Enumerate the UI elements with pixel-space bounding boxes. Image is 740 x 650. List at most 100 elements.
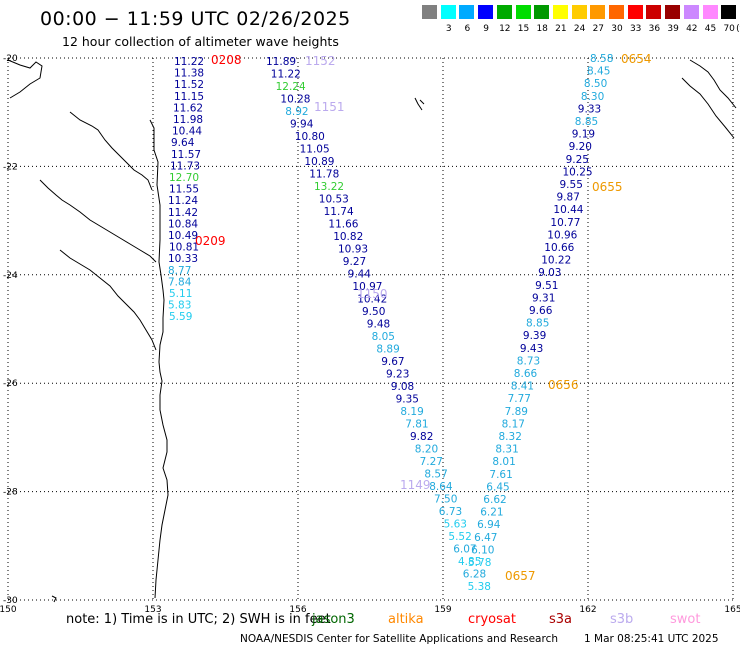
wave-height-value: 8.31: [495, 444, 518, 456]
wave-height-value: 13.22: [314, 181, 344, 193]
wave-height-value: 6.28: [463, 569, 486, 581]
pass-time-label: 0654: [621, 52, 652, 66]
wave-height-value: 9.67: [381, 356, 404, 368]
wave-height-value: 11.55: [169, 184, 199, 196]
lat-tick-label: -30: [3, 596, 18, 606]
lon-tick-label: 156: [289, 605, 306, 615]
legend-swatch: [571, 5, 587, 19]
wave-height-value: 10.33: [168, 253, 198, 265]
legend-swatch: [721, 5, 737, 19]
wave-height-value: 10.77: [550, 217, 580, 229]
legend-label: 9: [483, 24, 489, 34]
wave-height-value: 11.78: [309, 169, 339, 181]
wave-height-value: 10.96: [547, 229, 577, 241]
wave-height-value: 6.10: [471, 544, 494, 556]
wave-height-value: 5.11: [169, 288, 192, 300]
wave-height-value: 9.55: [560, 179, 583, 191]
wave-height-value: 8.45: [587, 66, 610, 78]
pass-time-label: 0657: [505, 569, 536, 583]
island-a: [414, 97, 423, 111]
wave-height-value: 9.66: [529, 305, 553, 317]
wave-height-value: 8.89: [376, 344, 399, 356]
wave-height-value: 9.94: [290, 119, 314, 131]
legend-swatch: [646, 5, 662, 19]
wave-height-value: 9.20: [569, 141, 592, 153]
wave-height-value: 8.66: [514, 368, 538, 380]
legend-label: 21: [555, 24, 567, 34]
wave-height-value: 8.17: [502, 418, 525, 430]
wave-height-value: 10.44: [172, 126, 202, 138]
axis-tick-labels: 150 153 156 159 162 165 -20 -22 -24 -26 -28 -30: [0, 54, 740, 615]
legend-swatch: [515, 5, 531, 19]
wave-height-value: 8.50: [584, 78, 607, 90]
queensland-coast-lower: [59, 249, 157, 351]
wave-height-value: 9.25: [566, 154, 589, 166]
wave-height-value: 7.50: [434, 494, 457, 506]
wave-height-value: 11.66: [328, 219, 358, 231]
wave-height-value: 9.33: [578, 103, 601, 115]
wave-height-value: 12.24: [276, 81, 306, 93]
wave-height-value: 11.62: [173, 102, 203, 114]
legend-swatch: [440, 5, 456, 19]
wave-height-value: 11.98: [173, 114, 203, 126]
lat-tick-label: -24: [3, 271, 18, 281]
wave-height-value: 9.43: [520, 343, 543, 355]
wave-height-value: 9.03: [538, 267, 561, 279]
satellite-jason3: jason3: [312, 612, 355, 627]
satellite-swot: swot: [670, 612, 701, 627]
wave-height-value: 8.57: [424, 469, 447, 481]
legend-swatch: [665, 5, 681, 19]
wave-height-value: 10.81: [169, 242, 199, 254]
wave-height-value: 7.81: [405, 419, 428, 431]
generated-timestamp: 1 Mar 08:25:41 UTC 2025: [584, 633, 719, 645]
queensland-coast-mid: [39, 179, 157, 263]
wave-height-value: 8.73: [517, 355, 540, 367]
wave-height-value: 10.22: [541, 255, 571, 267]
wave-height-value: 9.87: [557, 192, 580, 204]
wave-height-value: 9.35: [396, 394, 419, 406]
legend-swatch: [590, 5, 606, 19]
wave-height-value: 9.82: [410, 431, 433, 443]
wave-height-value: 8.32: [499, 431, 522, 443]
pass-time-label: 1152: [305, 54, 336, 68]
wave-height-value: 7.77: [508, 393, 531, 405]
wave-height-value: 6.45: [486, 481, 509, 493]
pass-time-label: 0656: [548, 378, 579, 392]
pass-time-labels: 0208 0209 1152 1151 1150 1149 0654 0655 0656 0657: [195, 52, 652, 583]
wave-height-value: 5.52: [448, 531, 471, 543]
lat-tick-label: -26: [3, 379, 18, 389]
wave-height-value: 10.53: [319, 194, 349, 206]
wave-height-value: 8.41: [511, 381, 534, 393]
lon-tick-label: 165: [724, 605, 740, 615]
legend-label: 36: [648, 24, 661, 34]
pass-time-label: 0208: [211, 53, 242, 67]
wave-height-value: 9.23: [386, 369, 409, 381]
wave-height-value: 6.47: [474, 532, 497, 544]
wave-height-value: 11.73: [170, 160, 200, 172]
wave-height-value: 11.74: [324, 206, 354, 218]
island-b: [419, 99, 425, 105]
coastline: [7, 59, 737, 603]
wave-height-value: 8.20: [415, 444, 438, 456]
wave-height-value: 7.84: [168, 276, 192, 288]
wave-height-value: 10.66: [544, 242, 574, 254]
legend-label: 24: [573, 24, 586, 34]
pass-time-label: 0655: [592, 180, 623, 194]
wave-height-value: 8.77: [168, 265, 191, 277]
wave-height-value: 8.58: [590, 53, 613, 65]
lon-tick-label: 159: [434, 605, 451, 615]
wave-height-value: 11.57: [171, 149, 201, 161]
australia-coastline: [149, 119, 169, 599]
wave-height-value: 6.73: [439, 506, 462, 518]
wave-height-value: 11.38: [174, 68, 204, 80]
wave-height-value: 9.64: [171, 137, 195, 149]
wave-height-value: 11.52: [174, 79, 204, 91]
wave-height-value: 7.89: [505, 406, 528, 418]
wave-height-value: 7.61: [489, 469, 512, 481]
wave-height-value: 11.24: [168, 195, 198, 207]
wave-height-value: 8.01: [492, 456, 515, 468]
wave-height-value: 11.05: [300, 144, 330, 156]
satellite-altika: altika: [388, 612, 424, 627]
wave-height-value: 5.59: [169, 311, 192, 323]
wave-height-value: 11.22: [174, 56, 204, 68]
